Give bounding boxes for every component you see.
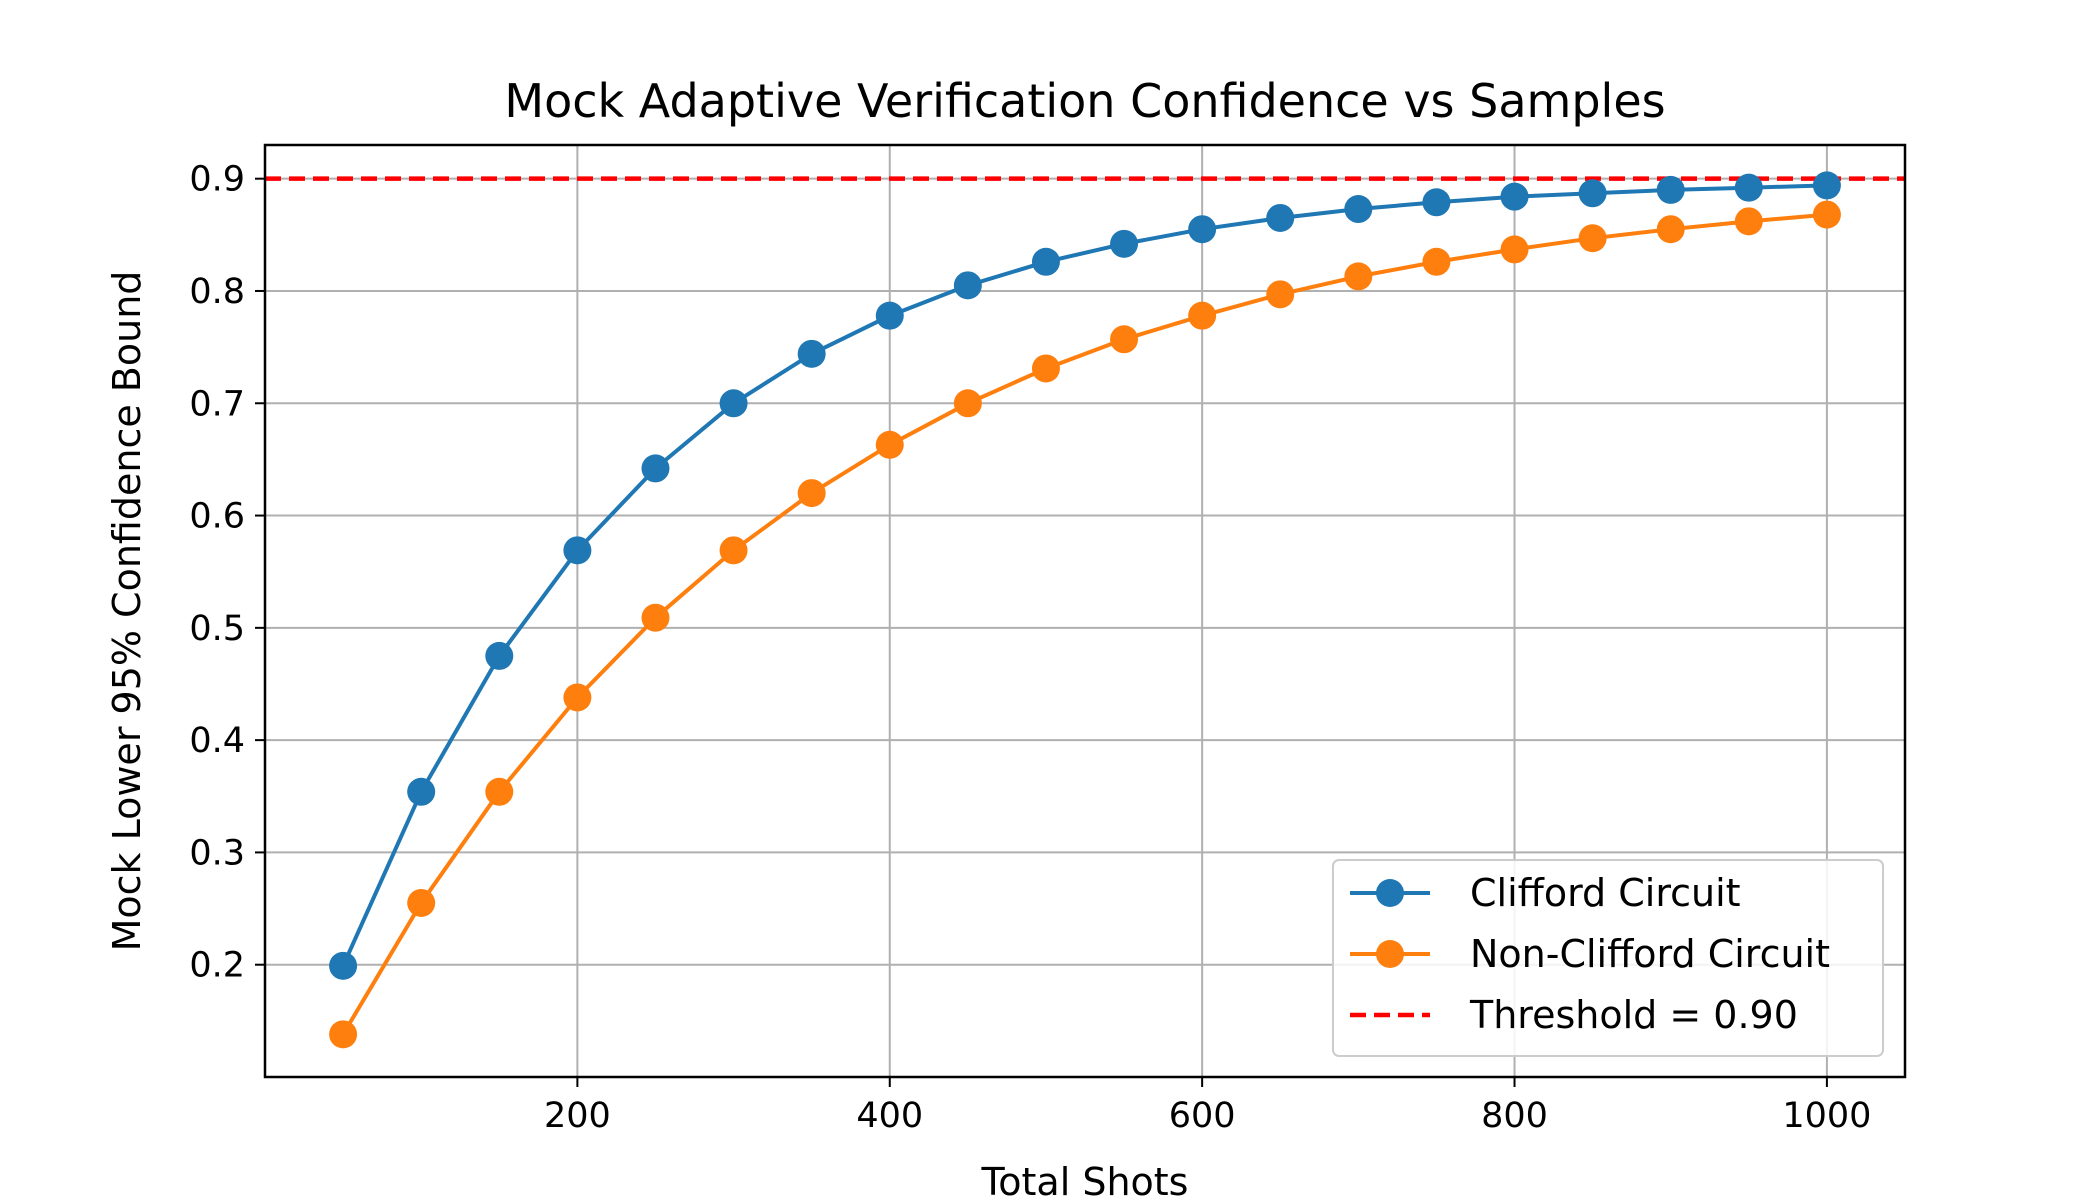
data-point <box>407 888 436 917</box>
data-point <box>641 454 670 483</box>
data-point <box>1344 262 1373 291</box>
data-point <box>485 641 514 670</box>
data-point <box>485 777 514 806</box>
legend-marker-non-clifford <box>1376 940 1404 968</box>
series-layer <box>329 171 1841 1049</box>
y-tick-label: 0.4 <box>189 721 245 761</box>
y-tick-label: 0.2 <box>189 946 245 986</box>
data-point <box>329 951 358 980</box>
data-point <box>1188 301 1217 330</box>
legend-box <box>1332 859 1884 1057</box>
plot-frame <box>263 143 1907 1079</box>
data-point <box>1812 171 1841 200</box>
y-axis-ticks: 0.2 0.3 0.4 0.5 0.6 0.7 0.8 0.9 <box>189 160 265 986</box>
data-point <box>1500 182 1529 211</box>
data-point <box>1110 325 1139 354</box>
data-point <box>1734 173 1763 202</box>
data-point <box>953 389 982 418</box>
data-point <box>1578 224 1607 253</box>
data-point <box>797 479 826 508</box>
data-point <box>1578 179 1607 208</box>
data-point <box>1500 235 1529 264</box>
x-axis-ticks: 200 400 600 800 1000 <box>544 1077 1871 1136</box>
x-axis-label: Total Shots <box>981 1160 1189 1200</box>
y-tick-label: 0.3 <box>189 833 245 873</box>
data-point <box>329 1020 358 1049</box>
data-point <box>1031 247 1060 276</box>
data-point <box>407 777 436 806</box>
data-point <box>953 271 982 300</box>
y-tick-label: 0.8 <box>189 272 245 312</box>
data-point <box>1344 195 1373 224</box>
data-point <box>1422 247 1451 276</box>
y-tick-label: 0.5 <box>189 609 245 649</box>
y-tick-label: 0.7 <box>189 384 245 424</box>
data-point <box>797 339 826 368</box>
data-point <box>563 683 592 712</box>
legend-label-threshold: Threshold = 0.90 <box>1469 993 1798 1037</box>
x-tick-label: 600 <box>1169 1096 1236 1136</box>
legend-marker-clifford <box>1376 879 1404 907</box>
y-tick-label: 0.9 <box>189 160 245 200</box>
data-point <box>719 389 748 418</box>
data-point <box>1031 354 1060 383</box>
data-point <box>1266 203 1295 232</box>
legend: Clifford Circuit Non-Clifford Circuit Th… <box>1332 859 1884 1057</box>
data-point <box>1734 207 1763 236</box>
grid <box>265 145 1905 1077</box>
data-point <box>1656 215 1685 244</box>
x-tick-label: 400 <box>856 1096 923 1136</box>
x-tick-label: 1000 <box>1782 1096 1871 1136</box>
data-point <box>875 301 904 330</box>
data-point <box>641 603 670 632</box>
data-point <box>719 536 748 565</box>
data-point <box>1266 280 1295 309</box>
data-point <box>1656 175 1685 204</box>
chart-title: Mock Adaptive Verification Confidence vs… <box>504 74 1665 128</box>
legend-label-clifford: Clifford Circuit <box>1470 871 1741 915</box>
y-tick-label: 0.6 <box>189 497 245 537</box>
data-point <box>1110 229 1139 258</box>
data-point <box>563 536 592 565</box>
y-axis-label: Mock Lower 95% Confidence Bound <box>105 271 149 952</box>
data-point <box>1422 188 1451 217</box>
legend-label-non-clifford: Non-Clifford Circuit <box>1470 932 1830 976</box>
data-point <box>1812 200 1841 229</box>
data-point <box>1188 215 1217 244</box>
data-point <box>875 430 904 459</box>
x-tick-label: 800 <box>1481 1096 1548 1136</box>
x-tick-label: 200 <box>544 1096 611 1136</box>
